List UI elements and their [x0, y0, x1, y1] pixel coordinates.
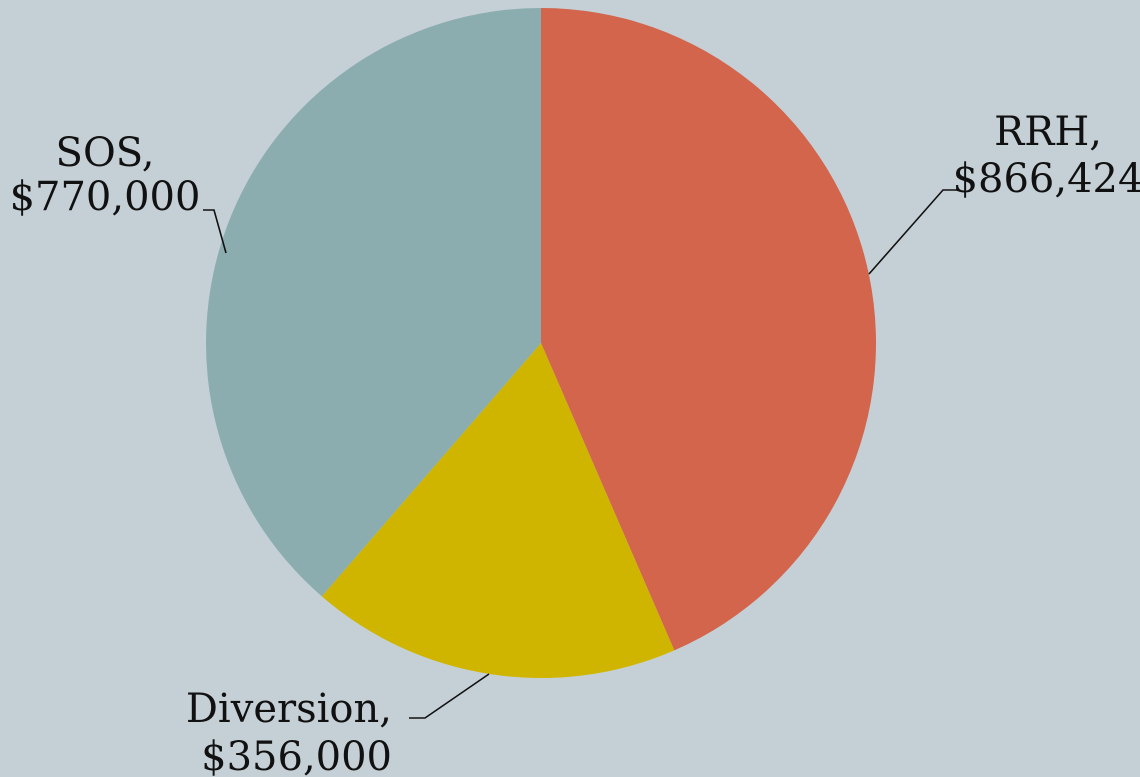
- leader-line-rrh: [868, 189, 957, 275]
- slice-label-value-sos: $770,000: [10, 174, 201, 220]
- slice-label-name-rrh: RRH,: [994, 109, 1102, 155]
- pie-slice-sos: [205, 8, 541, 597]
- pie-slice-diversion: [321, 343, 675, 678]
- slice-label-value-diversion: $356,000: [201, 734, 392, 777]
- pie-slice-rrh: [541, 8, 876, 651]
- slice-label-name-sos: SOS,: [56, 130, 155, 176]
- leader-line-sos: [203, 209, 227, 254]
- slice-label-value-rrh: $866,424: [953, 156, 1140, 202]
- slice-label-name-diversion: Diversion,: [186, 686, 392, 732]
- leader-line-diversion: [409, 673, 490, 719]
